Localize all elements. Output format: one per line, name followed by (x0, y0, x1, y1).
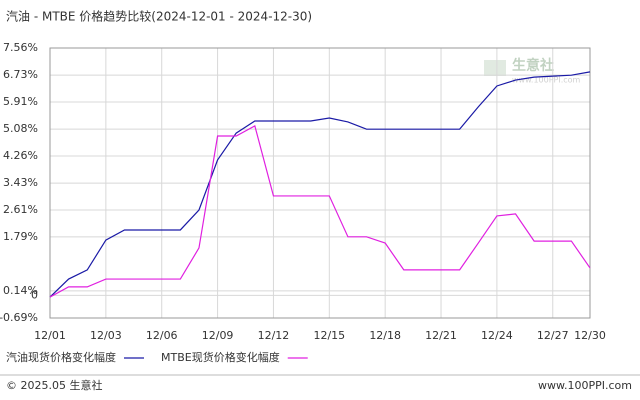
watermark-logo (484, 60, 506, 76)
watermark-name: 生意社 (512, 57, 554, 74)
footer-url: www.100PPI.com (538, 379, 632, 392)
x-tick-label: 12/30 (574, 329, 606, 342)
x-tick-label: 12/15 (313, 329, 345, 342)
y-tick-label: 1.79% (3, 230, 38, 243)
footer-copyright: © 2025.05 生意社 (6, 378, 102, 392)
x-tick-label: 12/06 (146, 329, 178, 342)
y-tick-label: 0.14% (3, 284, 38, 297)
legend-label: MTBE现货价格变化幅度 (161, 350, 280, 364)
x-tick-label: 12/18 (369, 329, 401, 342)
y-tick-label: -0.69% (0, 311, 38, 324)
x-tick-label: 12/12 (258, 329, 290, 342)
y-tick-label: 2.61% (3, 203, 38, 216)
y-tick-label: 6.73% (3, 68, 38, 81)
y-tick-label: 5.91% (3, 95, 38, 108)
chart-title: 汽油 - MTBE 价格趋势比较(2024-12-01 - 2024-12-30… (6, 9, 312, 24)
plot-border (49, 47, 591, 319)
watermark-url: www.100PPI.com (512, 76, 581, 85)
y-tick-label: 4.26% (3, 149, 38, 162)
series-line (49, 124, 591, 298)
watermark: 生意社 www.100PPI.com (484, 57, 581, 85)
series-line (49, 71, 591, 298)
y-tick-label: 7.56% (3, 41, 38, 54)
x-tick-label: 12/03 (90, 329, 122, 342)
x-tick-label: 12/21 (425, 329, 457, 342)
y-tick-label: 0 (31, 288, 38, 301)
x-tick-label: 12/27 (537, 329, 569, 342)
x-tick-label: 12/09 (202, 329, 234, 342)
y-tick-label: 5.08% (3, 122, 38, 135)
y-tick-label: 3.43% (3, 176, 38, 189)
legend-label: 汽油现货价格变化幅度 (6, 350, 116, 364)
x-tick-label: 12/24 (481, 329, 513, 342)
x-tick-label: 12/01 (34, 329, 66, 342)
